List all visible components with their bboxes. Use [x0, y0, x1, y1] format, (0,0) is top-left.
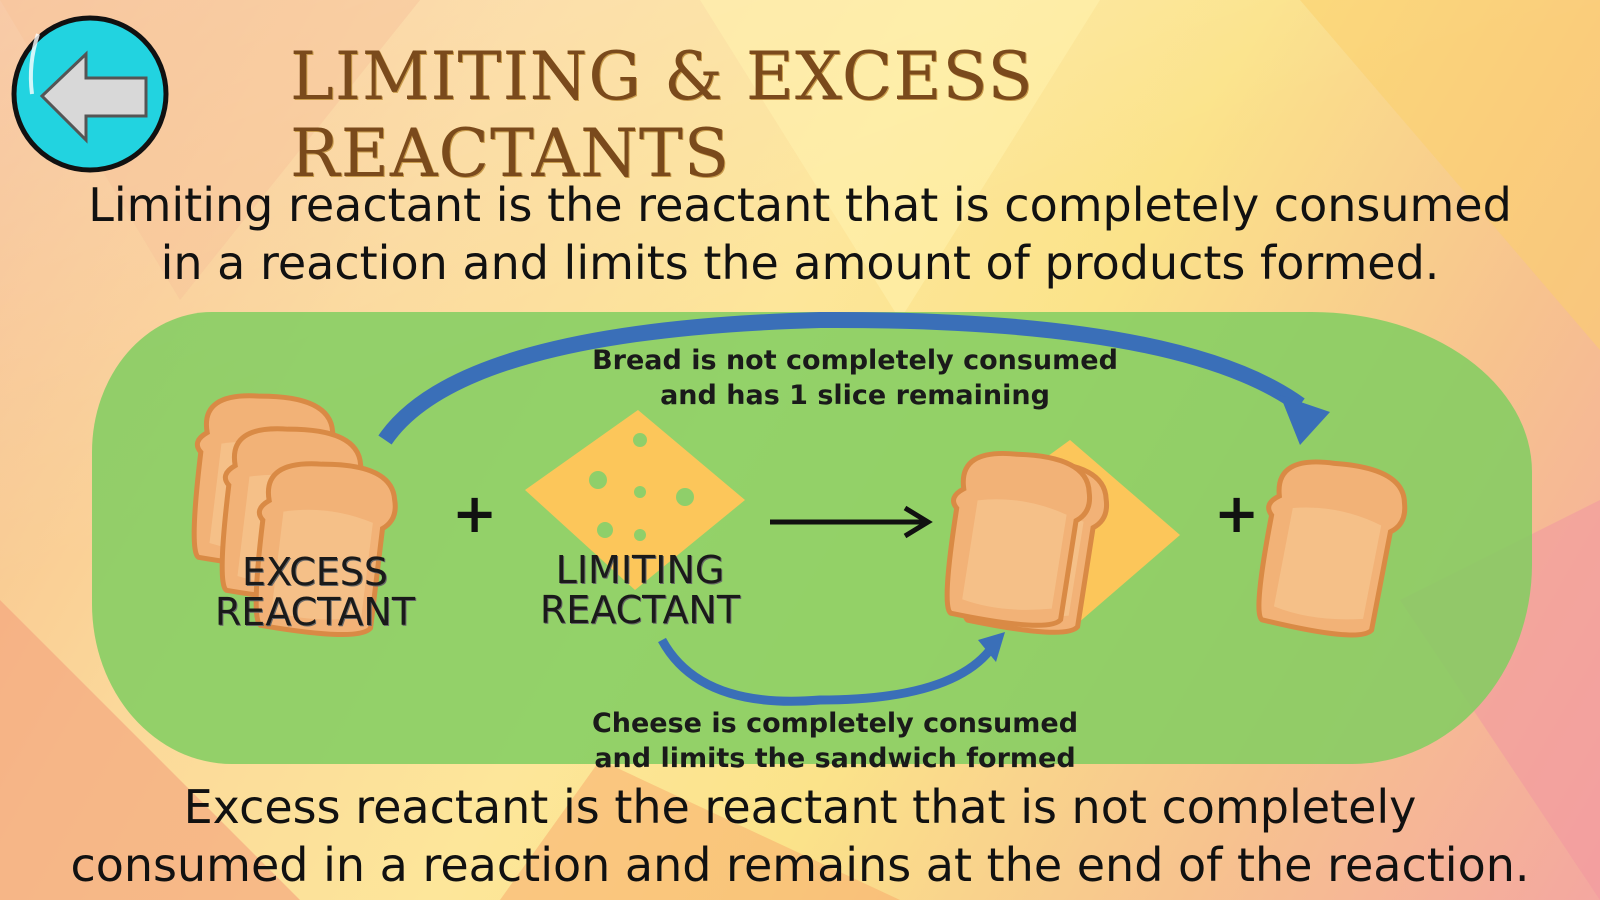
- remaining-bread-icon: [1252, 455, 1410, 642]
- bread-curve-arrowhead: [1280, 395, 1330, 445]
- cheese-icon: [525, 410, 745, 590]
- back-arrow-icon: [11, 15, 169, 173]
- back-button[interactable]: [10, 14, 170, 174]
- note-line: Cheese is completely consumed: [591, 708, 1079, 739]
- cheese-curve-arrowhead: [978, 632, 1005, 662]
- label-line: LIMITING: [555, 548, 725, 592]
- excess-definition: Excess reactant is the reactant that is …: [0, 778, 1600, 894]
- note-line: and has 1 slice remaining: [660, 380, 1050, 411]
- bread-curve-arrow: [378, 311, 1305, 445]
- cheese-note: Cheese is completely consumed and limits…: [570, 706, 1100, 776]
- sandwich-icon: [941, 440, 1180, 637]
- plus-sign: +: [1214, 482, 1260, 545]
- reaction-arrow-icon: [770, 505, 933, 539]
- limiting-reactant-label: LIMITING REACTANT: [525, 550, 755, 630]
- bread-note: Bread is not completely consumed and has…: [570, 343, 1140, 413]
- label-line: EXCESS: [241, 550, 389, 594]
- limiting-definition-line: in a reaction and limits the amount of p…: [160, 236, 1440, 290]
- label-line: REACTANT: [214, 590, 416, 634]
- excess-definition-line: consumed in a reaction and remains at th…: [70, 838, 1530, 892]
- limiting-definition-line: Limiting reactant is the reactant that i…: [88, 178, 1512, 232]
- note-line: and limits the sandwich formed: [594, 743, 1076, 774]
- note-line: Bread is not completely consumed: [592, 345, 1118, 376]
- excess-definition-line: Excess reactant is the reactant that is …: [183, 780, 1417, 834]
- excess-reactant-label: EXCESS REACTANT: [195, 552, 435, 632]
- page-title: LIMITING & EXCESS REACTANTS: [290, 38, 1034, 192]
- cheese-curve-arrow: [658, 637, 994, 706]
- limiting-definition: Limiting reactant is the reactant that i…: [0, 176, 1600, 292]
- plus-sign: +: [452, 482, 498, 545]
- label-line: REACTANT: [539, 588, 741, 632]
